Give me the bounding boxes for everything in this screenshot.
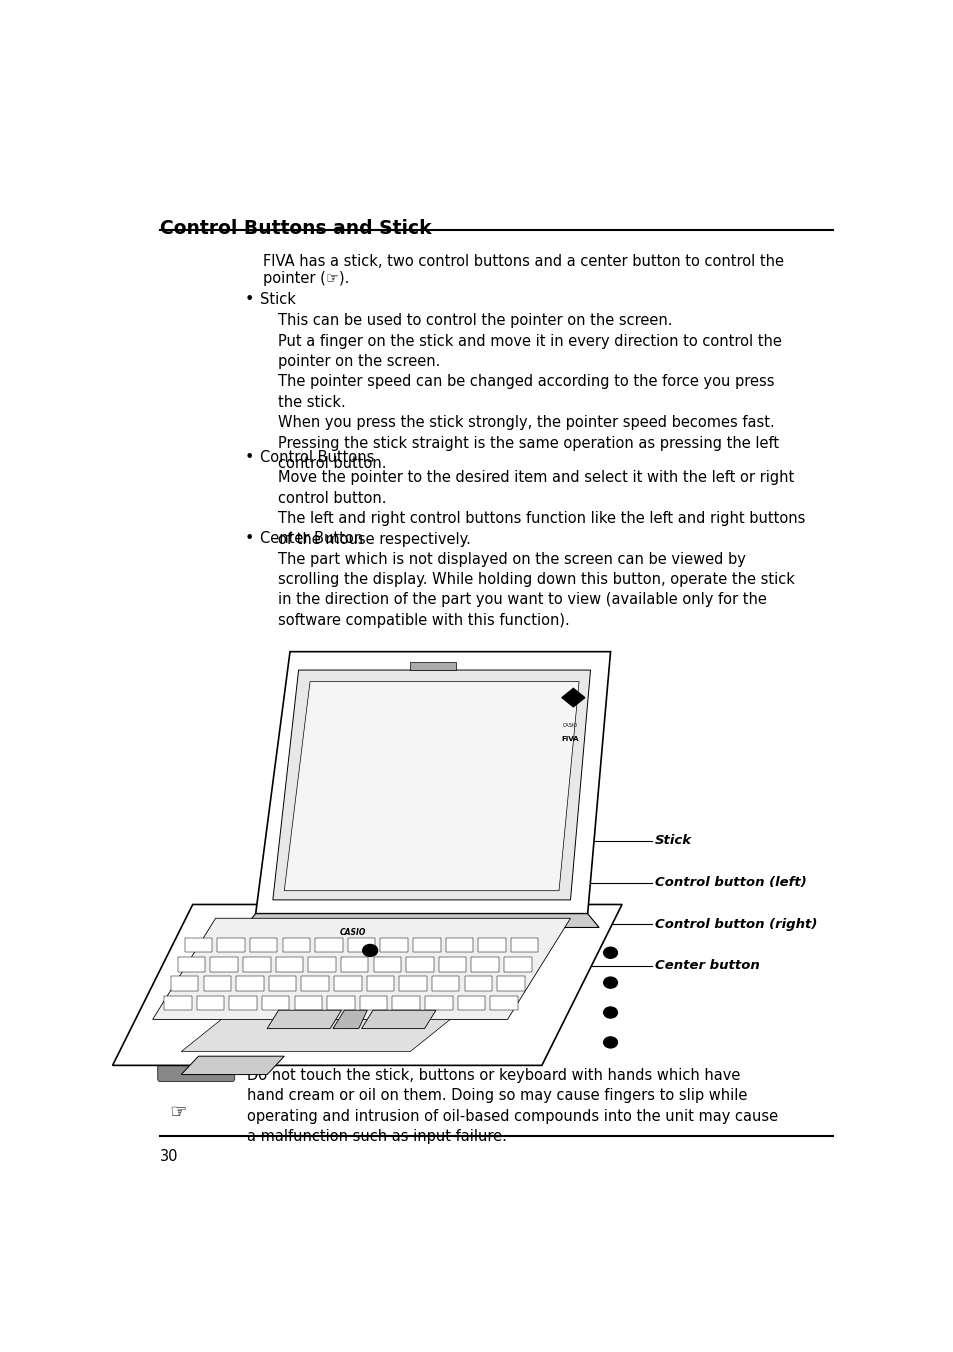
Text: Center button: Center button: [655, 960, 760, 972]
Bar: [203, 976, 231, 991]
Bar: [314, 937, 342, 952]
Bar: [262, 995, 289, 1010]
Bar: [366, 976, 394, 991]
Text: FIVA has a stick, two control buttons and a center button to control the
pointer: FIVA has a stick, two control buttons an…: [263, 254, 783, 287]
Circle shape: [603, 1007, 617, 1018]
Bar: [308, 957, 335, 972]
Bar: [229, 995, 256, 1010]
Polygon shape: [273, 671, 590, 900]
Bar: [177, 957, 205, 972]
Bar: [425, 995, 452, 1010]
Bar: [374, 957, 400, 972]
Text: Control button (left): Control button (left): [655, 876, 806, 890]
Polygon shape: [255, 652, 610, 914]
Polygon shape: [112, 904, 621, 1065]
Bar: [211, 957, 237, 972]
Polygon shape: [333, 1010, 367, 1029]
Bar: [410, 661, 456, 671]
Text: CASIO: CASIO: [562, 723, 578, 727]
Polygon shape: [267, 1010, 341, 1029]
Bar: [399, 976, 426, 991]
Text: Center Button: Center Button: [259, 531, 362, 546]
Bar: [334, 976, 361, 991]
Bar: [490, 995, 517, 1010]
Bar: [282, 937, 310, 952]
Bar: [301, 976, 329, 991]
Bar: [413, 937, 440, 952]
Polygon shape: [561, 688, 584, 707]
Bar: [250, 937, 277, 952]
Bar: [497, 976, 524, 991]
Bar: [406, 957, 434, 972]
Bar: [359, 995, 387, 1010]
Bar: [511, 937, 537, 952]
Text: •: •: [245, 531, 254, 546]
Polygon shape: [284, 681, 578, 891]
Bar: [269, 976, 296, 991]
Text: Do not touch the stick, buttons or keyboard with hands which have
hand cream or : Do not touch the stick, buttons or keybo…: [247, 1068, 778, 1144]
Circle shape: [603, 977, 617, 988]
Polygon shape: [181, 1056, 284, 1075]
Polygon shape: [152, 918, 570, 1019]
Bar: [340, 957, 368, 972]
Bar: [464, 976, 492, 991]
Circle shape: [603, 1037, 617, 1048]
Polygon shape: [181, 1019, 450, 1052]
Text: This can be used to control the pointer on the screen.
Put a finger on the stick: This can be used to control the pointer …: [278, 314, 781, 470]
Text: Important: Important: [167, 1060, 226, 1071]
Bar: [243, 957, 271, 972]
Text: Stick: Stick: [655, 834, 692, 848]
Bar: [438, 957, 466, 972]
Bar: [185, 937, 212, 952]
Polygon shape: [361, 1010, 436, 1029]
Bar: [432, 976, 459, 991]
Polygon shape: [244, 914, 598, 927]
Text: ☞: ☞: [169, 1103, 186, 1122]
Bar: [380, 937, 408, 952]
Text: Control Buttons and Stick: Control Buttons and Stick: [160, 219, 431, 238]
Text: Move the pointer to the desired item and select it with the left or right
contro: Move the pointer to the desired item and…: [278, 470, 804, 546]
Bar: [171, 976, 198, 991]
Bar: [457, 995, 485, 1010]
Bar: [275, 957, 303, 972]
Bar: [471, 957, 498, 972]
Bar: [445, 937, 473, 952]
Text: Stick: Stick: [259, 292, 295, 307]
Text: CASIO: CASIO: [339, 927, 366, 937]
Bar: [236, 976, 263, 991]
FancyBboxPatch shape: [157, 1049, 234, 1082]
Text: Control button (right): Control button (right): [655, 918, 817, 930]
Bar: [392, 995, 419, 1010]
Bar: [164, 995, 192, 1010]
Bar: [348, 937, 375, 952]
Bar: [503, 957, 531, 972]
Bar: [327, 995, 355, 1010]
Text: The part which is not displayed on the screen can be viewed by
scrolling the dis: The part which is not displayed on the s…: [278, 552, 794, 627]
Text: FIVA: FIVA: [561, 735, 578, 742]
Bar: [294, 995, 322, 1010]
Bar: [217, 937, 245, 952]
Text: Control Buttons: Control Buttons: [259, 450, 374, 465]
Bar: [477, 937, 505, 952]
Text: •: •: [245, 450, 254, 465]
Text: •: •: [245, 292, 254, 307]
Circle shape: [603, 948, 617, 959]
Circle shape: [362, 945, 377, 956]
Bar: [196, 995, 224, 1010]
Text: 30: 30: [160, 1149, 178, 1164]
